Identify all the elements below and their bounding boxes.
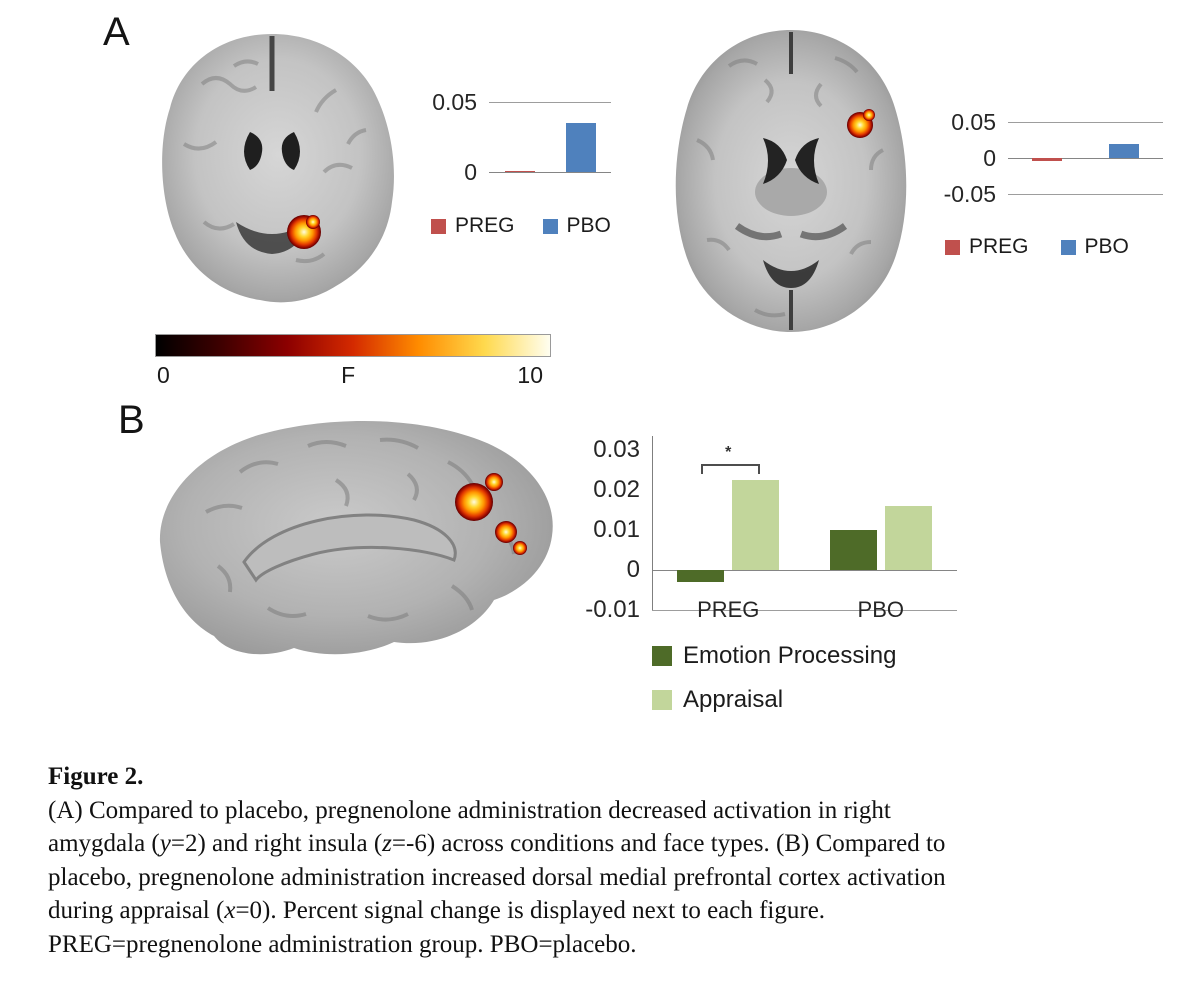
caption-line: PREG=pregnenolone administration group. … xyxy=(48,930,637,958)
dmpfc-bar-chart: PREG PBO * Emotion Processing Appraisal 0.0… xyxy=(575,430,975,730)
legend-label: Emotion Processing xyxy=(683,642,897,669)
colorbar-labels: 0 F 10 xyxy=(155,362,551,394)
legend-color-swatch xyxy=(945,239,960,255)
gridline xyxy=(1008,122,1163,123)
bar-pbo-appraisal xyxy=(884,506,932,570)
caption-line: (A) Compared to placebo, pregnenolone ad… xyxy=(48,796,891,824)
legend-item: Appraisal xyxy=(652,686,896,714)
caption-body: (A) Compared to placebo, pregnenolone ad… xyxy=(48,794,1173,962)
axial-brain-image xyxy=(675,30,907,332)
legend-item: PREG xyxy=(431,214,515,238)
activation-hotspot-dmpfc-edge xyxy=(513,541,527,555)
bar-preg xyxy=(504,170,535,173)
colorbar-max-label: 10 xyxy=(517,362,543,388)
colorbar-min-label: 0 xyxy=(157,362,170,388)
corpus-callosum xyxy=(242,513,457,583)
bar-pbo xyxy=(1109,143,1140,158)
y-tick-label: 0 xyxy=(983,145,996,171)
legend-label: PBO xyxy=(566,214,611,237)
chart-legend: Emotion Processing Appraisal xyxy=(652,642,896,714)
gridline xyxy=(1008,194,1163,195)
colorbar-gradient xyxy=(155,334,551,357)
activation-hotspot-dmpfc xyxy=(455,483,493,521)
gridline xyxy=(652,610,957,611)
y-tick-label: 0.01 xyxy=(593,516,640,543)
legend-item: PBO xyxy=(542,214,611,238)
legend-color-swatch xyxy=(1060,239,1076,255)
legend-label: Appraisal xyxy=(683,686,784,713)
plot-area xyxy=(1008,122,1163,195)
activation-hotspot-amygdala-small xyxy=(306,215,320,229)
y-tick-label: -0.05 xyxy=(943,181,996,207)
right-ventricle xyxy=(281,132,300,170)
posterior-dark-region xyxy=(763,260,819,288)
bar-preg-emotion-processing xyxy=(677,570,725,582)
plot-area: PREG PBO * xyxy=(652,436,957,622)
sulci-lines xyxy=(696,56,884,318)
sagittal-brain-image xyxy=(159,420,553,655)
legend-label: PREG xyxy=(455,214,515,237)
x-category-label: PBO xyxy=(857,597,904,622)
sulci-lines xyxy=(182,59,367,264)
activation-hotspot-dmpfc-small xyxy=(485,473,503,491)
legend-color-swatch xyxy=(431,218,446,234)
bar-pbo xyxy=(565,123,596,172)
panel-b-label: B xyxy=(118,398,145,442)
left-ventricle xyxy=(244,132,263,170)
chart-legend: PREG PBO xyxy=(431,214,611,238)
y-tick-label: 0 xyxy=(464,159,477,185)
gridline xyxy=(1008,158,1163,159)
right-ventricle xyxy=(795,138,819,184)
legend-color-swatch xyxy=(542,218,558,234)
sulcus-slash xyxy=(799,223,848,241)
legend-item: PBO xyxy=(1060,235,1129,259)
chart-legend: PREG PBO xyxy=(945,235,1129,259)
plot-area xyxy=(489,102,611,173)
legend-color-swatch xyxy=(652,646,672,666)
legend-item: PREG xyxy=(945,235,1029,259)
caption-line: placebo, pregnenolone administration inc… xyxy=(48,863,946,891)
legend-label: PREG xyxy=(969,235,1029,258)
sulcus-slash xyxy=(734,223,783,241)
caption-title: Figure 2. xyxy=(48,763,144,790)
y-tick-label: 0 xyxy=(626,556,640,583)
y-tick-label: -0.01 xyxy=(585,596,640,623)
gridline xyxy=(652,570,957,571)
y-tick-label: 0.03 xyxy=(593,436,640,463)
activation-hotspot-insula-small xyxy=(863,109,875,121)
y-tick-label: 0.02 xyxy=(593,476,640,503)
legend-item: Emotion Processing xyxy=(652,642,896,670)
bar-preg-appraisal xyxy=(732,480,780,570)
x-category-label: PREG xyxy=(697,597,760,622)
thalamus-region xyxy=(755,168,827,216)
f-statistic-colorbar: 0 F 10 xyxy=(155,334,551,394)
bar-pbo-emotion-processing xyxy=(829,530,877,570)
caption-line: amygdala (y=2) and right insula (z=-6) a… xyxy=(48,830,946,857)
y-tick-label: 0.05 xyxy=(951,109,996,135)
caption-line: during appraisal (x=0). Percent signal c… xyxy=(48,897,826,924)
gridline xyxy=(489,102,611,103)
y-tick-label: 0.05 xyxy=(432,89,477,115)
brain-outline xyxy=(162,34,394,303)
basal-dark-region xyxy=(236,222,308,254)
gridline xyxy=(489,172,611,173)
significance-bracket xyxy=(700,464,760,474)
coronal-brain-image xyxy=(162,34,394,303)
insula-bar-chart: PREG PBO 0.05 0 -0.05 xyxy=(933,105,1170,275)
amygdala-bar-chart: PREG PBO 0.05 0 xyxy=(405,88,617,263)
y-axis-line xyxy=(652,436,653,610)
left-ventricle xyxy=(763,138,787,184)
figure-caption: Figure 2. (A) Compared to placebo, pregn… xyxy=(48,760,1173,961)
panel-a-label: A xyxy=(103,10,130,54)
significance-star: * xyxy=(725,444,732,461)
colorbar-f-label: F xyxy=(341,362,356,388)
legend-color-swatch xyxy=(652,690,672,710)
legend-label: PBO xyxy=(1084,235,1129,258)
bar-preg xyxy=(1031,158,1062,161)
activation-hotspot-dmpfc-lower xyxy=(495,521,517,543)
